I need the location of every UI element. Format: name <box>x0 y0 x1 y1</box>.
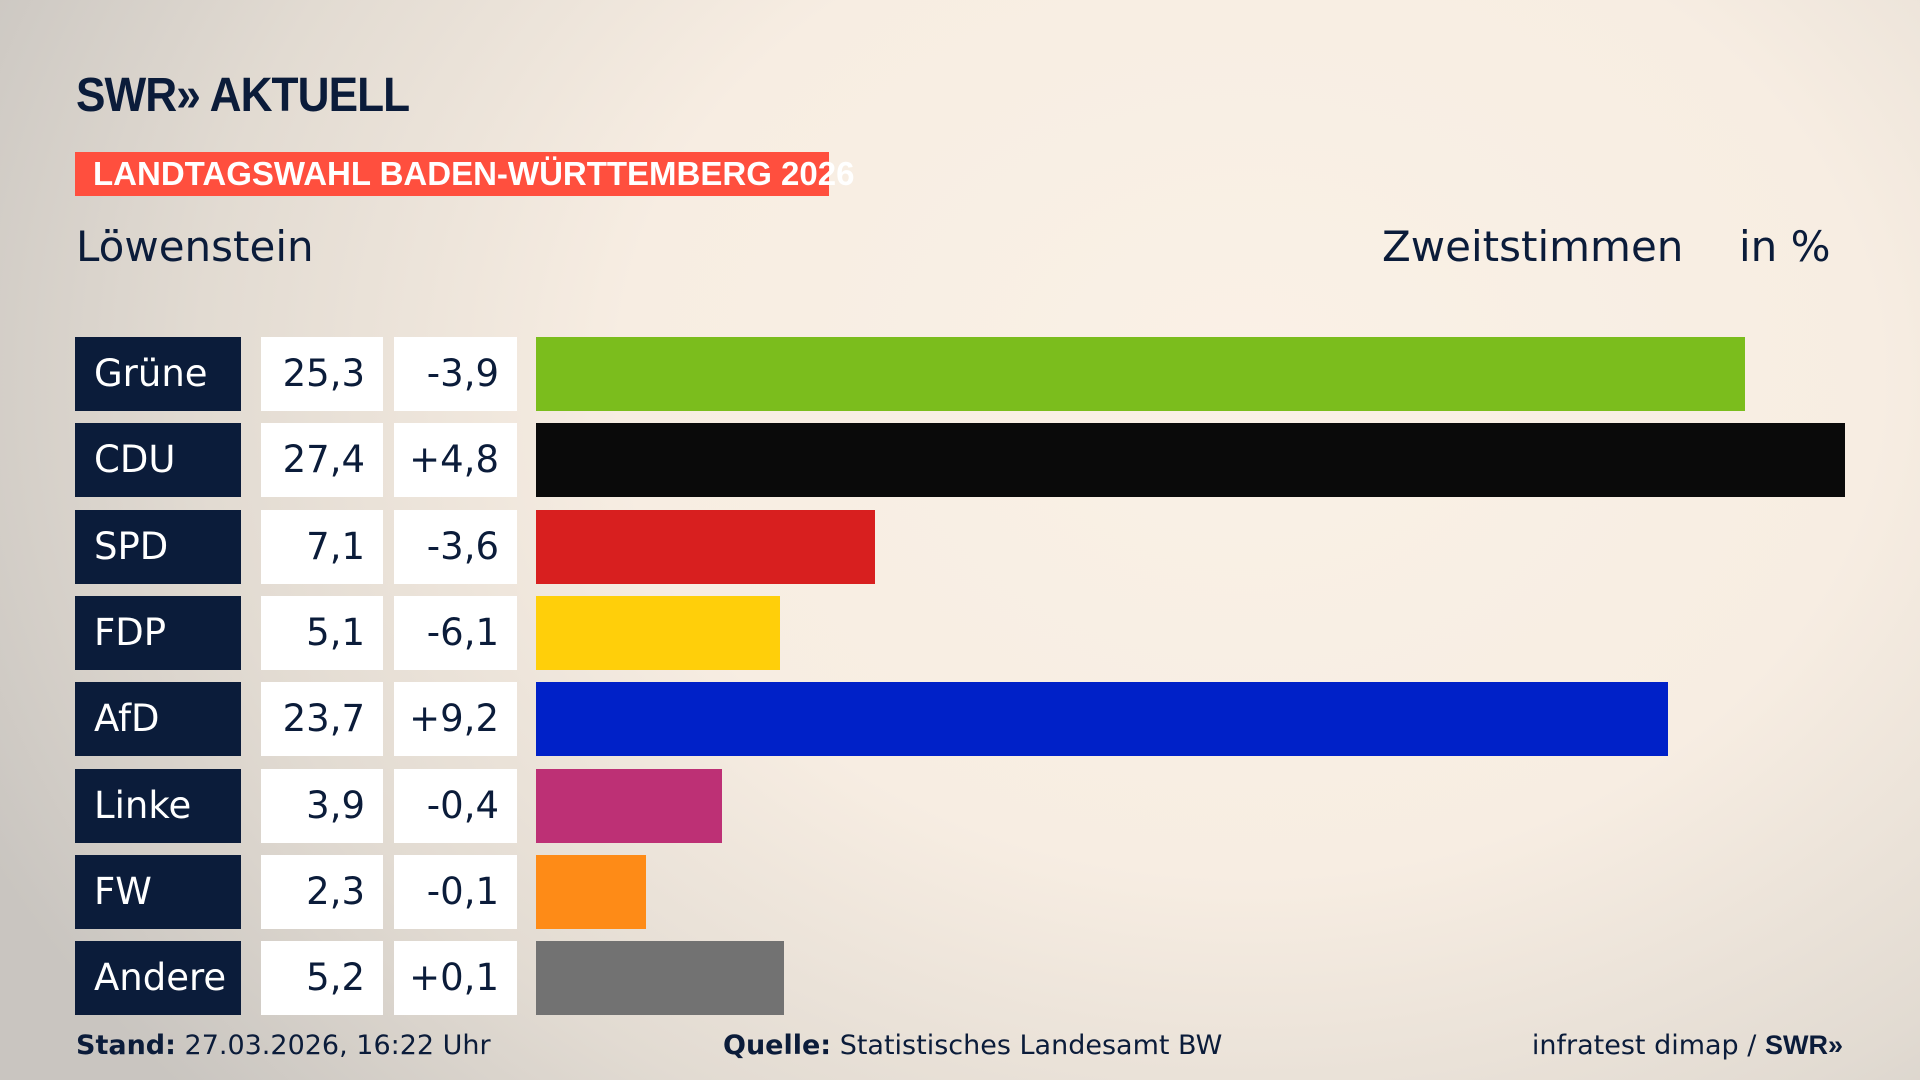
bar-row: FDP 5,1 -6,1 <box>0 595 1920 670</box>
election-banner: LANDTAGSWAHL BADEN-WÜRTTEMBERG 2026 <box>75 152 854 196</box>
change-label: +0,1 <box>394 941 517 1016</box>
bar <box>536 595 780 670</box>
bar-row: Grüne 25,3 -3,9 <box>0 337 1920 411</box>
value-label: 5,2 <box>261 941 383 1016</box>
change-label: +4,8 <box>394 423 517 498</box>
credit-text: infratest dimap / <box>1531 1030 1757 1061</box>
value-label: 3,9 <box>261 768 383 843</box>
credit: infratest dimap / SWR» <box>1532 1030 1843 1061</box>
bar-row: Linke 3,9 -0,4 <box>0 768 1920 843</box>
unit-label: in % <box>1739 222 1831 271</box>
bar <box>536 509 876 584</box>
party-label: Linke <box>75 768 241 843</box>
bar-row: FW 2,3 -0,1 <box>0 854 1920 929</box>
bar <box>536 768 723 843</box>
value-label: 7,1 <box>261 509 383 584</box>
bar-row: CDU 27,4 +4,8 <box>0 423 1920 498</box>
party-label: Andere <box>75 941 241 1016</box>
value-label: 2,3 <box>261 854 383 929</box>
swr-aktuell-logo: SWR» AKTUELL <box>76 69 410 122</box>
value-label: 5,1 <box>261 595 383 670</box>
party-label: FW <box>75 854 241 929</box>
change-label: -6,1 <box>394 595 517 670</box>
value-label: 27,4 <box>261 423 383 498</box>
measure-label: Zweitstimmen <box>1382 222 1684 271</box>
party-label: CDU <box>75 423 241 498</box>
value-label: 23,7 <box>261 682 383 757</box>
change-label: +9,2 <box>394 682 517 757</box>
value-label: 25,3 <box>261 337 383 411</box>
change-label: -3,6 <box>394 509 517 584</box>
bar <box>536 423 1845 498</box>
bar-row: AfD 23,7 +9,2 <box>0 682 1920 757</box>
party-label: SPD <box>75 509 241 584</box>
source: Quelle: Statistisches Landesamt BW <box>723 1030 1222 1061</box>
party-label: FDP <box>75 595 241 670</box>
swr-logo: SWR» <box>1764 1030 1843 1060</box>
bar <box>536 682 1669 757</box>
party-label: Grüne <box>75 337 241 411</box>
stand-label: Stand: <box>76 1030 176 1061</box>
change-label: -3,9 <box>394 337 517 411</box>
location-title: Löwenstein <box>76 222 314 271</box>
bar <box>536 941 785 1016</box>
timestamp: Stand: 27.03.2026, 16:22 Uhr <box>76 1030 491 1061</box>
change-label: -0,1 <box>394 854 517 929</box>
bar <box>536 854 646 929</box>
party-label: AfD <box>75 682 241 757</box>
change-label: -0,4 <box>394 768 517 843</box>
stand-value: 27.03.2026, 16:22 Uhr <box>184 1030 491 1061</box>
bar-row: Andere 5,2 +0,1 <box>0 941 1920 1016</box>
bar <box>536 337 1745 411</box>
source-value: Statistisches Landesamt BW <box>839 1030 1223 1061</box>
bar-row: SPD 7,1 -3,6 <box>0 509 1920 584</box>
source-label: Quelle: <box>723 1030 832 1061</box>
